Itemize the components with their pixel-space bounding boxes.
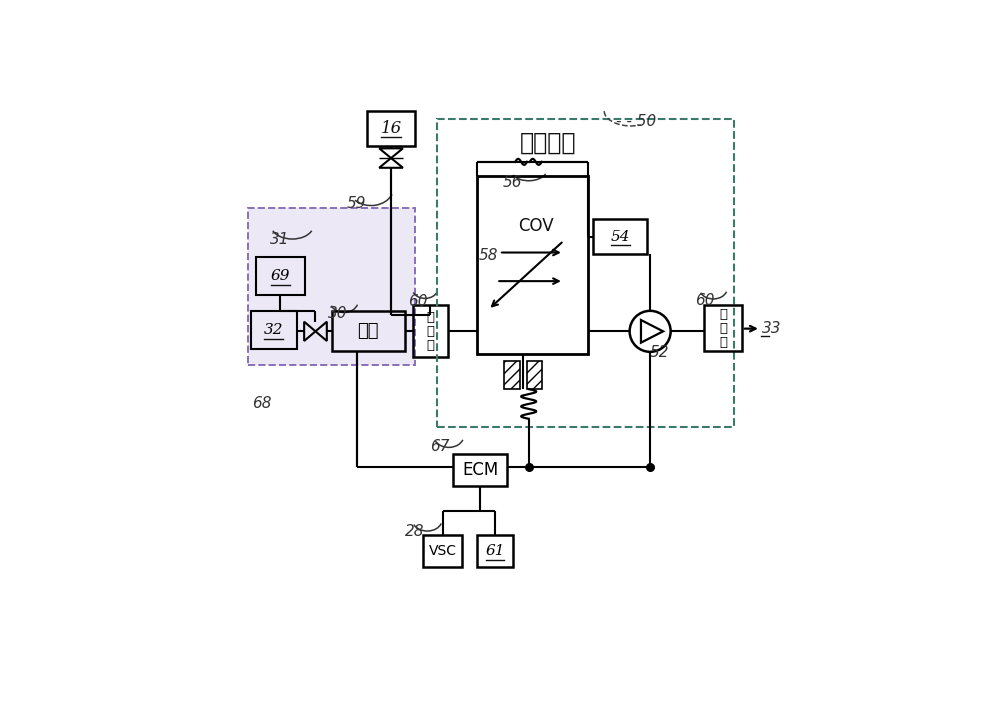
Bar xyxy=(504,361,520,389)
Text: 30: 30 xyxy=(328,306,347,321)
Text: 56: 56 xyxy=(503,175,522,190)
Text: 52: 52 xyxy=(650,346,670,360)
Bar xyxy=(367,111,415,147)
Bar xyxy=(413,306,448,357)
Bar xyxy=(437,119,734,427)
Text: VSC: VSC xyxy=(429,544,457,558)
Text: - - 50: - - 50 xyxy=(616,114,656,130)
Text: 58: 58 xyxy=(479,248,499,264)
Bar xyxy=(477,535,512,567)
Text: 33: 33 xyxy=(762,321,781,336)
Text: 69: 69 xyxy=(271,268,290,283)
Text: COV: COV xyxy=(518,217,553,235)
Bar xyxy=(256,257,305,294)
Text: 32: 32 xyxy=(264,322,283,336)
Text: 54: 54 xyxy=(611,230,630,244)
Text: 碳罐: 碳罐 xyxy=(357,322,379,340)
Text: 28: 28 xyxy=(405,524,424,538)
Text: 31: 31 xyxy=(270,232,289,247)
Text: 60: 60 xyxy=(695,292,714,308)
Bar xyxy=(251,311,297,348)
Text: 60: 60 xyxy=(408,294,428,308)
Bar xyxy=(527,361,542,389)
Bar xyxy=(593,219,647,254)
Bar xyxy=(704,306,742,351)
Text: 16: 16 xyxy=(380,120,402,137)
Text: 过
滤
器: 过 滤 器 xyxy=(719,308,727,349)
Text: 59: 59 xyxy=(346,196,366,212)
Text: 67: 67 xyxy=(430,440,450,454)
Text: 过
滤
器: 过 滤 器 xyxy=(426,311,434,352)
Bar xyxy=(423,535,462,567)
Bar xyxy=(332,311,405,351)
Text: 68: 68 xyxy=(252,396,272,411)
Bar xyxy=(477,176,588,354)
Bar xyxy=(453,454,507,486)
Text: 参照孔隙: 参照孔隙 xyxy=(519,130,576,154)
Bar xyxy=(248,208,415,365)
Text: ECM: ECM xyxy=(462,461,498,479)
Text: 61: 61 xyxy=(485,544,505,558)
